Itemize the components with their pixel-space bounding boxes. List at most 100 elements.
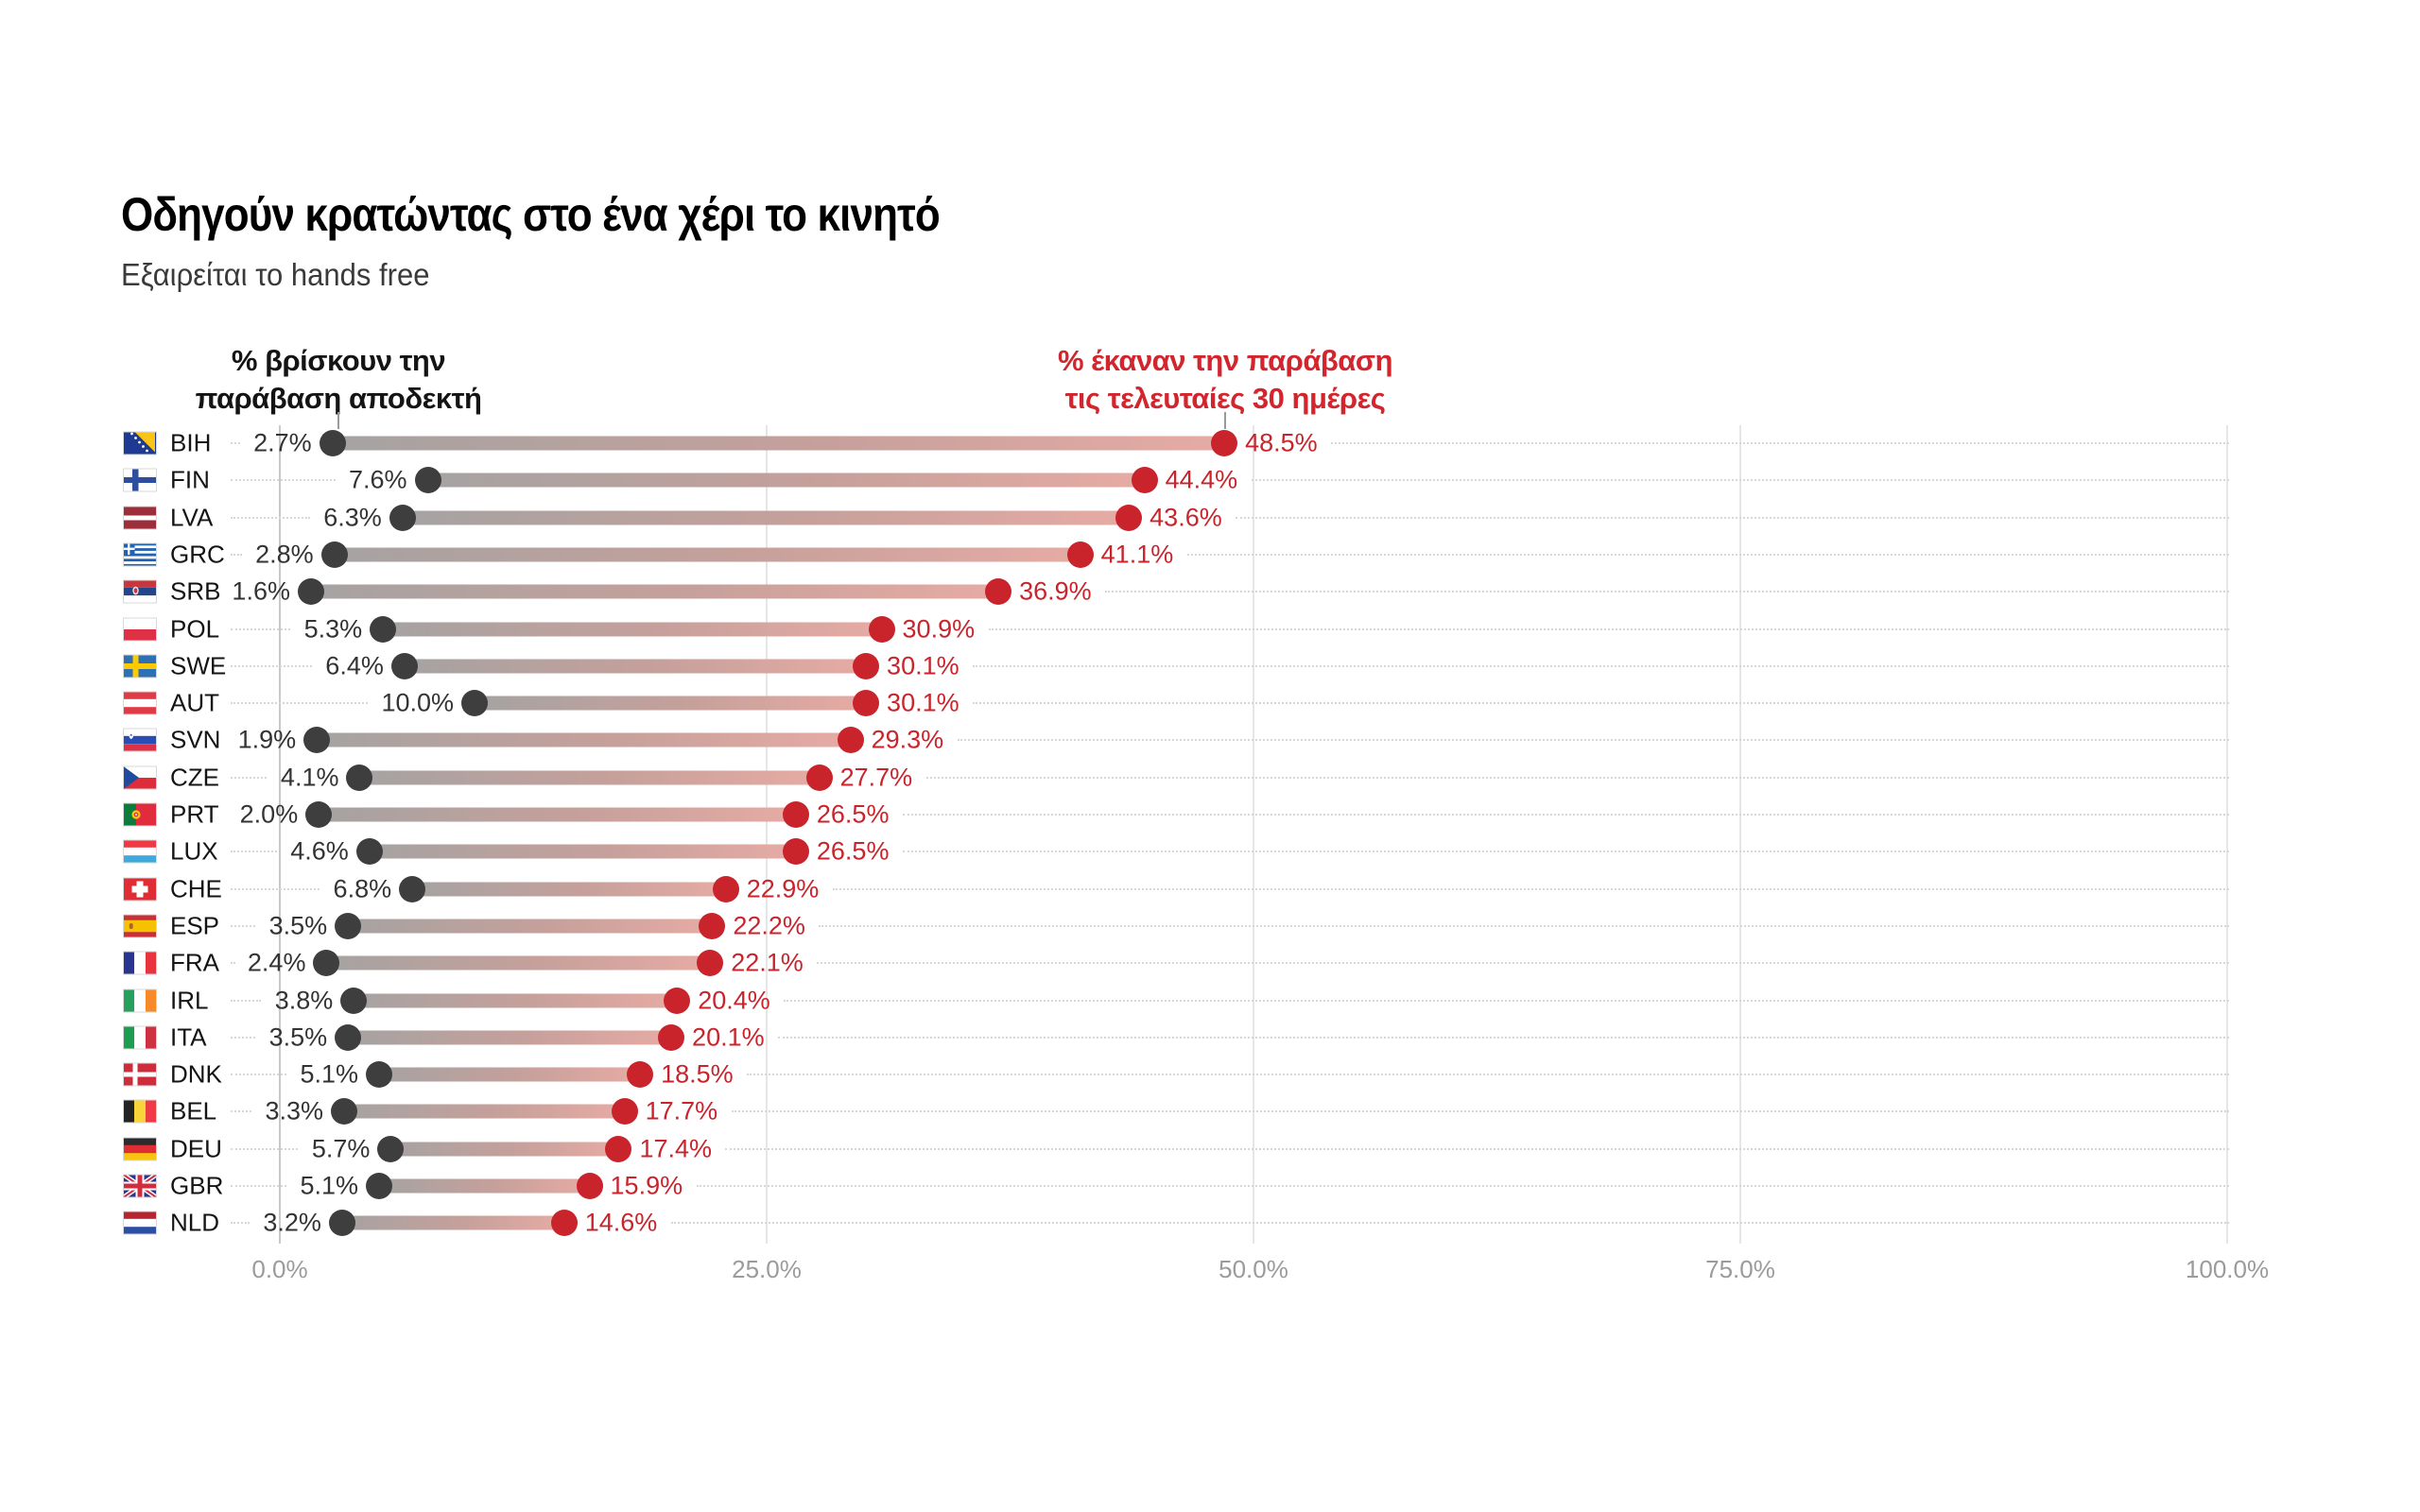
flag-grc-icon <box>123 542 157 567</box>
accept-value: 1.6% <box>232 576 290 606</box>
flag-prt-icon <box>123 802 157 827</box>
violate-dot <box>985 578 1012 606</box>
connector-bar <box>326 955 711 971</box>
flag-swe-icon <box>123 654 157 679</box>
legend-accept: % βρίσκουν την παράβαση αποδεκτή <box>36 342 641 418</box>
chart-row: LUX 4.6% 26.5% <box>0 833 2420 870</box>
connector-bar <box>359 770 820 785</box>
chart-row: CHE 6.8% 22.9% <box>0 870 2420 908</box>
chart-row: NLD 3.2% 14.6% <box>0 1204 2420 1242</box>
country-code: ESP <box>170 911 220 940</box>
violate-value: 17.7% <box>645 1096 718 1125</box>
accept-dot <box>330 1098 357 1125</box>
chart-row: IRL 3.8% 20.4% <box>0 982 2420 1020</box>
accept-dot <box>399 875 426 902</box>
connector-bar <box>390 1142 619 1157</box>
country-code: FRA <box>170 948 219 977</box>
leader-line-left <box>231 999 262 1002</box>
accept-dot <box>305 801 333 828</box>
violate-value: 27.7% <box>839 763 913 792</box>
accept-dot <box>340 987 368 1014</box>
accept-dot <box>355 838 383 866</box>
leader-line-right <box>1236 516 2229 519</box>
chart-row: FRA 2.4% 22.1% <box>0 944 2420 982</box>
chart-row: GRC 2.8% 41.1% <box>0 536 2420 574</box>
leader-line-left <box>231 776 268 779</box>
flag-deu-icon <box>123 1137 157 1161</box>
connector-bar <box>348 1030 672 1045</box>
chart-row: AUT 10.0% 30.1% <box>0 684 2420 722</box>
leader-line-left <box>231 664 312 667</box>
accept-value: 3.8% <box>274 986 334 1014</box>
chart-row: FIN 7.6% 44.4% <box>0 461 2420 499</box>
legend-violation-line2: τις τελευταίες 30 ημέρες <box>1064 382 1386 415</box>
country-code: FIN <box>170 465 210 494</box>
country-code: DEU <box>170 1134 222 1163</box>
chart-row: DNK 5.1% 18.5% <box>0 1056 2420 1093</box>
accept-value: 6.4% <box>325 651 384 680</box>
violate-value: 22.9% <box>746 874 820 903</box>
leader-line-left <box>231 1036 256 1039</box>
country-code: SVN <box>170 725 221 754</box>
connector-bar <box>341 1215 564 1230</box>
violate-dot <box>550 1210 578 1237</box>
violate-dot <box>853 652 880 679</box>
country-code: PRT <box>170 799 219 829</box>
leader-line-right <box>973 664 2229 667</box>
page-title: Οδηγούν κρατώντας στο ένα χέρι το κινητό <box>121 188 941 241</box>
connector-bar <box>369 844 796 859</box>
violate-dot <box>1115 504 1143 531</box>
violate-value: 43.6% <box>1150 503 1222 532</box>
violate-dot <box>782 838 809 866</box>
accept-value: 2.8% <box>255 540 314 569</box>
accept-value: 10.0% <box>381 688 454 717</box>
chart-row: PRT 2.0% 26.5% <box>0 796 2420 833</box>
country-code: CHE <box>170 874 222 903</box>
flag-pol-icon <box>123 617 157 641</box>
leader-line-right <box>957 739 2229 742</box>
country-code: CZE <box>170 763 219 792</box>
accept-dot <box>319 430 346 456</box>
country-code: GBR <box>170 1171 224 1200</box>
connector-bar <box>379 1067 641 1082</box>
flag-aut-icon <box>123 691 157 715</box>
accept-dot <box>366 1173 393 1199</box>
violate-value: 20.1% <box>692 1022 765 1052</box>
leader-line-left <box>231 702 368 705</box>
country-code: POL <box>170 614 220 643</box>
flag-fin-icon <box>123 468 157 492</box>
connector-bar <box>402 510 1130 525</box>
leader-line-left <box>231 962 234 965</box>
leader-line-left <box>231 1074 287 1076</box>
violate-dot <box>576 1173 603 1199</box>
violate-value: 48.5% <box>1245 428 1318 457</box>
violate-dot <box>627 1061 654 1089</box>
violate-value: 20.4% <box>698 986 770 1014</box>
gridline <box>766 425 768 1244</box>
accept-dot <box>335 1023 362 1051</box>
leader-line-right <box>731 1110 2229 1113</box>
accept-value: 2.0% <box>239 799 299 829</box>
country-code: GRC <box>170 540 225 569</box>
violate-dot <box>1211 430 1238 456</box>
x-axis-tick-label: 100.0% <box>2185 1255 2270 1283</box>
country-code: SWE <box>170 651 227 680</box>
accept-value: 5.3% <box>303 614 363 643</box>
violate-value: 22.2% <box>733 911 805 940</box>
leader-line-right <box>725 1147 2229 1150</box>
accept-dot <box>328 1210 355 1237</box>
leader-line-right <box>1105 591 2229 593</box>
violate-value: 26.5% <box>816 799 890 829</box>
flag-cze-icon <box>123 765 157 790</box>
country-code: IRL <box>170 986 209 1014</box>
accept-dot <box>366 1061 393 1089</box>
gridline <box>2226 425 2228 1244</box>
connector-bar <box>343 1104 625 1119</box>
leader-line-right <box>925 776 2229 779</box>
flag-svn-icon <box>123 728 157 752</box>
flag-che-icon <box>123 877 157 902</box>
leader-line-left <box>231 516 310 519</box>
violate-dot <box>805 764 833 791</box>
violate-dot <box>699 912 726 939</box>
accept-dot <box>414 467 441 494</box>
